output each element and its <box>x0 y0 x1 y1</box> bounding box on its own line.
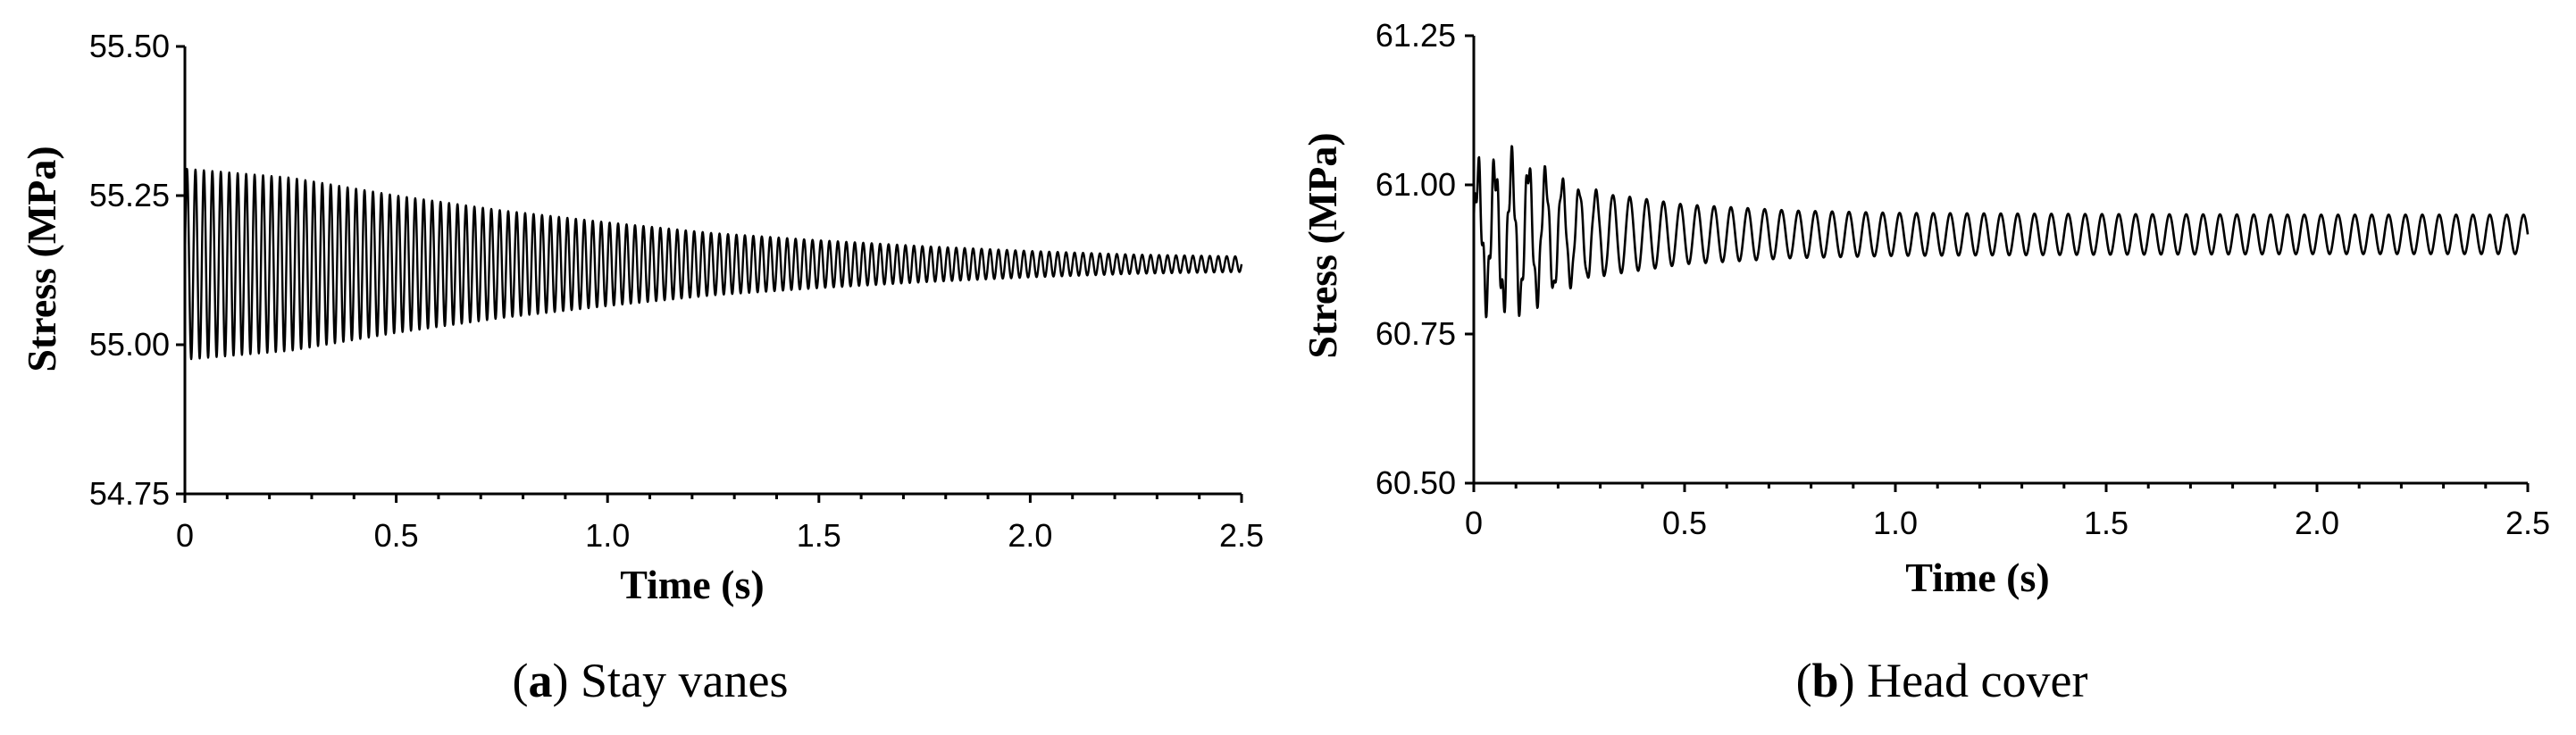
plot-area <box>183 167 1243 361</box>
x-tick-label: 0 <box>1465 505 1483 541</box>
axis-ticks: 0 0.5 1.0 1.5 2.0 2.5 54.75 55.00 55.25 55.50 <box>89 28 1264 554</box>
caption-letter: a <box>529 654 553 707</box>
y-tick-label: 54.75 <box>89 475 170 512</box>
x-tick-label: 1.0 <box>585 517 630 554</box>
stress-series-line <box>183 167 1243 361</box>
caption-text: Stay vanes <box>581 654 788 707</box>
caption-text: Head cover <box>1867 654 2087 707</box>
x-tick-label: 0.5 <box>374 517 419 554</box>
plot-area <box>1472 145 2530 319</box>
caption: (a) Stay vanes <box>513 654 789 707</box>
x-axis-title: Time (s) <box>620 562 764 607</box>
y-tick-label: 61.00 <box>1376 166 1456 203</box>
chart-panel-head-cover: 0 0.5 1.0 1.5 2.0 2.5 60.50 60.75 61.00 61.25 Tim… <box>1300 17 2550 707</box>
x-tick-label: 0.5 <box>1662 505 1707 541</box>
x-tick-label: 2.0 <box>2295 505 2339 541</box>
x-tick-label: 1.5 <box>2084 505 2129 541</box>
x-tick-label: 0 <box>176 517 194 554</box>
x-tick-label: 1.0 <box>1873 505 1918 541</box>
chart-panel-stay-vanes: 0 0.5 1.0 1.5 2.0 2.5 54.75 55.00 55.25 55.50 Tim… <box>19 28 1264 707</box>
y-tick-label: 60.75 <box>1376 315 1456 352</box>
x-tick-label: 1.5 <box>797 517 841 554</box>
y-tick-label: 55.00 <box>89 326 170 363</box>
x-tick-label: 2.5 <box>1219 517 1264 554</box>
y-axis-title: Stress (MPa) <box>19 146 64 372</box>
caption-letter: b <box>1812 654 1839 707</box>
axis-ticks: 0 0.5 1.0 1.5 2.0 2.5 60.50 60.75 61.00 61.25 <box>1376 17 2550 541</box>
x-tick-label: 2.0 <box>1008 517 1052 554</box>
y-tick-label: 61.25 <box>1376 17 1456 54</box>
x-axis-title: Time (s) <box>1905 555 2049 600</box>
y-axis-title: Stress (MPa) <box>1300 132 1345 358</box>
y-tick-label: 55.25 <box>89 177 170 213</box>
x-tick-label: 2.5 <box>2505 505 2550 541</box>
y-tick-label: 55.50 <box>89 28 170 64</box>
caption: (b) Head cover <box>1796 654 2088 707</box>
y-tick-label: 60.50 <box>1376 464 1456 501</box>
stress-series-line <box>1472 145 2530 319</box>
